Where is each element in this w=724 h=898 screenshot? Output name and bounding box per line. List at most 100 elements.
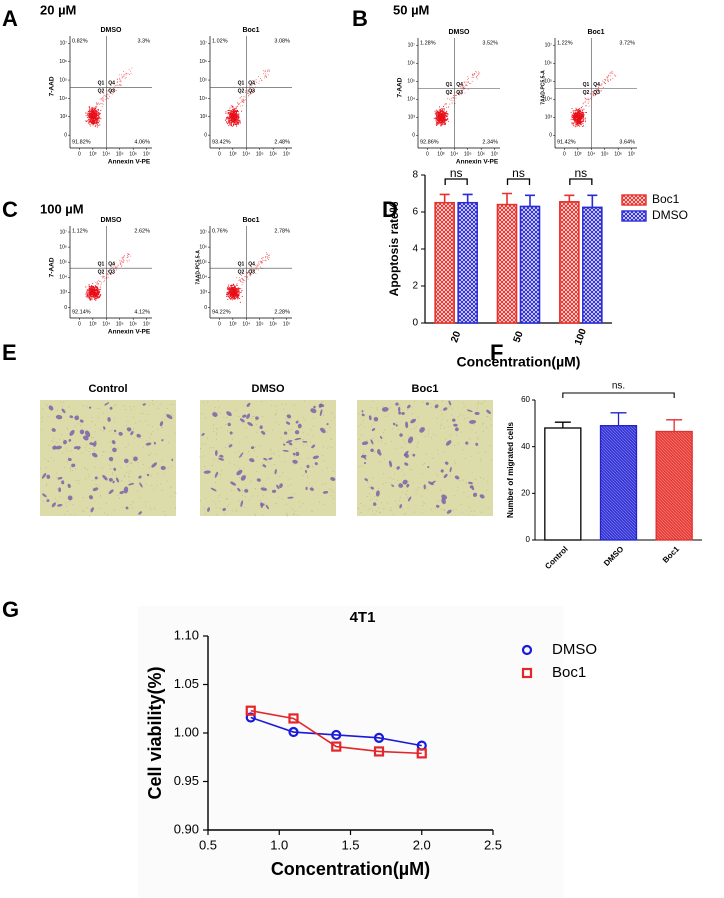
pore (381, 440, 383, 442)
pore (111, 472, 113, 474)
event-dot (85, 293, 87, 295)
pore (476, 407, 478, 409)
pore (279, 475, 281, 477)
pore (254, 513, 256, 515)
pore (256, 471, 258, 473)
pore (270, 449, 272, 451)
pore (376, 409, 378, 411)
event-dot (95, 292, 97, 294)
pore (254, 515, 256, 517)
pore (382, 432, 384, 434)
pore (56, 409, 58, 411)
legend-swatch (621, 194, 647, 206)
event-dot (92, 290, 94, 292)
event-dot (97, 122, 99, 124)
event-dot (435, 114, 437, 116)
pore (163, 438, 165, 440)
pore (304, 473, 306, 475)
pore (260, 500, 262, 502)
event-dot (444, 104, 446, 106)
pore (475, 478, 477, 480)
event-dot (255, 80, 257, 82)
event-dot (92, 291, 95, 293)
pore (372, 437, 374, 439)
event-dot (610, 78, 612, 80)
event-dot (101, 98, 103, 100)
x-tick-label: 10⁴ (242, 151, 250, 157)
event-dot (110, 90, 112, 92)
event-dot (87, 289, 89, 291)
event-dot (268, 259, 270, 261)
event-dot (121, 74, 123, 76)
x-tick-label: 0 (78, 321, 81, 327)
event-dot (582, 121, 584, 123)
pore (432, 457, 434, 459)
event-dot (245, 98, 247, 100)
event-dot (455, 94, 457, 96)
pore (372, 400, 374, 402)
event-dot (237, 287, 239, 289)
event-dot (235, 110, 237, 113)
event-dot (125, 72, 127, 74)
event-dot (116, 84, 118, 86)
event-dot (258, 269, 259, 271)
pore (130, 503, 132, 505)
pore (71, 469, 73, 471)
panel-letter: B (352, 6, 368, 31)
event-dot (593, 93, 595, 95)
pore (458, 442, 460, 444)
pore (61, 434, 63, 436)
pore (164, 419, 166, 421)
event-dot (584, 121, 587, 123)
x-tick-label: 10⁶ (269, 151, 277, 157)
event-dot (269, 69, 270, 71)
event-dot (234, 290, 236, 292)
pore (452, 408, 454, 410)
pore (129, 471, 131, 473)
event-dot (581, 124, 583, 126)
pore (50, 457, 52, 459)
y-tick-label: 10³ (60, 114, 68, 120)
pore (415, 492, 417, 494)
pore (92, 448, 94, 450)
event-dot (603, 81, 605, 83)
pore (259, 445, 261, 447)
pore (300, 438, 302, 440)
quadrant-percent: 2.48% (274, 139, 290, 145)
event-dot (438, 109, 440, 111)
pore (297, 419, 299, 421)
legend-label: Boc1 (552, 664, 586, 681)
pore (369, 508, 371, 510)
event-dot (606, 80, 608, 82)
event-dot (446, 107, 448, 108)
event-dot (97, 291, 99, 293)
event-dot (101, 105, 103, 107)
x-tick-label: 10⁵ (464, 151, 472, 157)
pore (210, 446, 212, 448)
event-dot (95, 111, 97, 113)
event-dot (102, 275, 104, 277)
event-dot (99, 291, 101, 293)
event-dot (264, 75, 266, 77)
event-dot (96, 111, 98, 113)
event-dot (471, 80, 473, 82)
event-dot (439, 118, 441, 120)
pore (236, 465, 238, 467)
event-dot (86, 292, 88, 294)
event-dot (583, 116, 585, 118)
panel-title: 20 µM (40, 2, 76, 17)
event-dot (600, 90, 602, 92)
pore (270, 448, 272, 450)
pore (457, 489, 459, 491)
quadrant-name: Q4 (248, 81, 255, 87)
event-dot (237, 101, 239, 103)
pore (444, 509, 446, 511)
event-dot (106, 94, 108, 96)
pore (301, 439, 303, 441)
event-dot (131, 67, 133, 69)
pore (478, 402, 480, 404)
x-tick-label: 10⁵ (116, 321, 124, 327)
event-dot (231, 121, 233, 123)
pore (43, 501, 45, 503)
pore (104, 512, 106, 514)
